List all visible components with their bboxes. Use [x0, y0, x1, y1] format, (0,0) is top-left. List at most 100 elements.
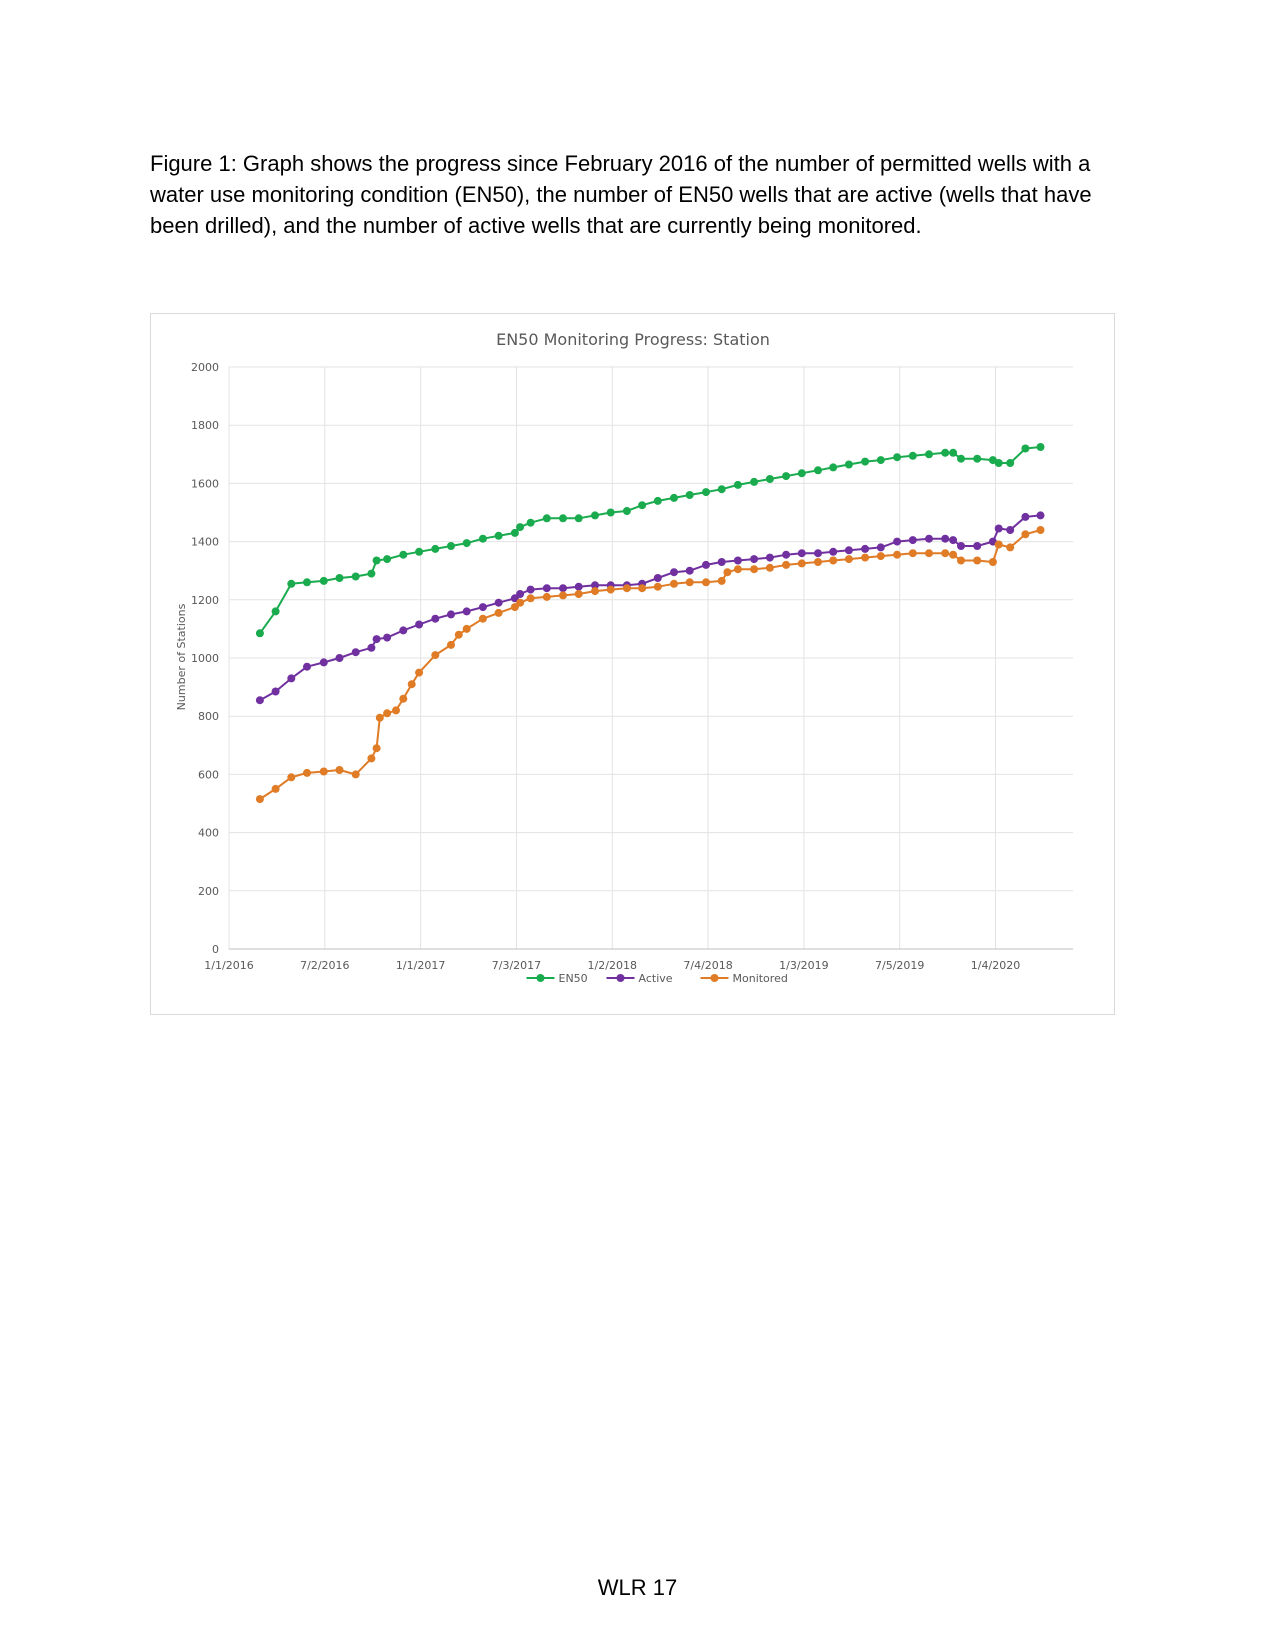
x-tick-label: 1/1/2017	[396, 959, 445, 972]
data-point-monitored	[447, 640, 455, 649]
data-point-en50	[255, 629, 264, 638]
figure-caption: Figure 1: Graph shows the progress since…	[150, 151, 1092, 238]
data-point-monitored	[399, 694, 408, 703]
grid-lines	[228, 366, 1073, 950]
data-point-monitored	[591, 587, 599, 596]
data-point-monitored	[1021, 530, 1030, 539]
data-point-active	[717, 558, 726, 566]
data-point-en50	[526, 518, 535, 527]
data-point-en50	[908, 451, 917, 460]
data-point-active	[303, 662, 311, 671]
data-point-en50	[335, 574, 344, 582]
x-tick-label: 7/2/2016	[300, 959, 349, 972]
data-point-monitored	[844, 555, 853, 564]
data-point-monitored	[717, 576, 726, 585]
data-point-monitored	[351, 770, 360, 779]
data-point-monitored	[750, 565, 759, 574]
legend-label: Active	[639, 972, 673, 985]
data-point-monitored	[797, 559, 806, 568]
data-point-en50	[973, 454, 982, 463]
chart-title: EN50 Monitoring Progress: Station	[496, 330, 770, 349]
data-point-active	[1036, 511, 1045, 520]
data-point-monitored	[861, 553, 870, 562]
data-point-active	[949, 536, 958, 545]
y-tick-label: 800	[198, 710, 219, 723]
y-tick-label: 400	[198, 827, 219, 840]
data-point-en50	[685, 491, 694, 499]
data-point-en50	[516, 523, 525, 532]
data-point-en50	[782, 472, 791, 481]
data-point-active	[1021, 512, 1030, 521]
data-point-en50	[462, 539, 471, 548]
y-tick-label: 1000	[191, 652, 219, 665]
data-point-monitored	[957, 556, 965, 565]
data-point-active	[516, 590, 525, 598]
data-point-en50	[399, 550, 408, 559]
data-point-monitored	[876, 552, 885, 561]
data-point-monitored	[670, 579, 678, 588]
legend-swatch-marker	[710, 974, 719, 982]
legend-label: EN50	[559, 972, 588, 985]
data-point-en50	[844, 460, 853, 469]
data-point-active	[478, 603, 487, 612]
data-point-monitored	[723, 568, 732, 577]
data-point-monitored	[271, 784, 280, 793]
data-point-active	[876, 543, 885, 552]
data-point-monitored	[319, 767, 328, 776]
data-point-active	[844, 546, 853, 555]
data-point-en50	[638, 501, 647, 510]
data-point-monitored	[973, 556, 982, 565]
series-layer	[255, 443, 1045, 804]
data-point-en50	[893, 453, 902, 462]
data-point-active	[462, 607, 471, 616]
chart-frame: EN50 Monitoring Progress: Station Number…	[150, 313, 1115, 1015]
data-point-active	[765, 553, 774, 562]
y-axis-label: Number of Stations	[175, 603, 188, 710]
data-point-en50	[383, 555, 392, 564]
data-point-active	[271, 687, 280, 696]
data-point-monitored	[478, 614, 487, 623]
data-point-monitored	[431, 651, 440, 660]
data-point-active	[559, 584, 567, 593]
data-point-active	[994, 524, 1003, 533]
x-tick-label: 7/3/2017	[492, 959, 541, 972]
data-point-en50	[1006, 459, 1015, 467]
data-point-monitored	[392, 706, 400, 715]
data-point-monitored	[702, 578, 710, 587]
data-point-active	[255, 696, 264, 705]
data-point-en50	[606, 508, 615, 517]
data-point-active	[893, 537, 902, 546]
data-point-active	[399, 626, 408, 635]
data-point-en50	[542, 514, 551, 523]
data-point-monitored	[638, 584, 647, 593]
data-point-en50	[702, 488, 710, 497]
data-point-active	[287, 674, 296, 683]
data-point-monitored	[372, 744, 381, 753]
data-point-monitored	[415, 668, 424, 677]
data-point-en50	[876, 456, 885, 465]
data-point-monitored	[733, 565, 742, 574]
data-point-en50	[797, 469, 806, 478]
data-point-en50	[415, 547, 424, 556]
legend-label: Monitored	[733, 972, 788, 985]
data-point-en50	[494, 531, 503, 540]
series-line-active	[259, 514, 1041, 702]
data-point-active	[542, 584, 551, 593]
x-tick-label: 7/5/2019	[875, 959, 924, 972]
data-point-monitored	[287, 773, 296, 782]
data-point-en50	[829, 463, 838, 472]
y-tick-label: 1200	[191, 594, 219, 607]
data-point-monitored	[829, 556, 838, 565]
legend-swatch-marker	[536, 974, 545, 982]
data-point-monitored	[893, 550, 902, 559]
data-point-active	[685, 566, 694, 575]
data-point-en50	[622, 507, 631, 515]
data-point-monitored	[303, 768, 311, 777]
data-point-active	[925, 534, 933, 543]
x-tick-label: 1/4/2020	[971, 959, 1020, 972]
data-point-active	[733, 556, 742, 565]
data-point-monitored	[622, 584, 631, 593]
data-point-en50	[574, 514, 583, 523]
data-point-en50	[591, 511, 599, 520]
data-point-monitored	[526, 594, 535, 603]
